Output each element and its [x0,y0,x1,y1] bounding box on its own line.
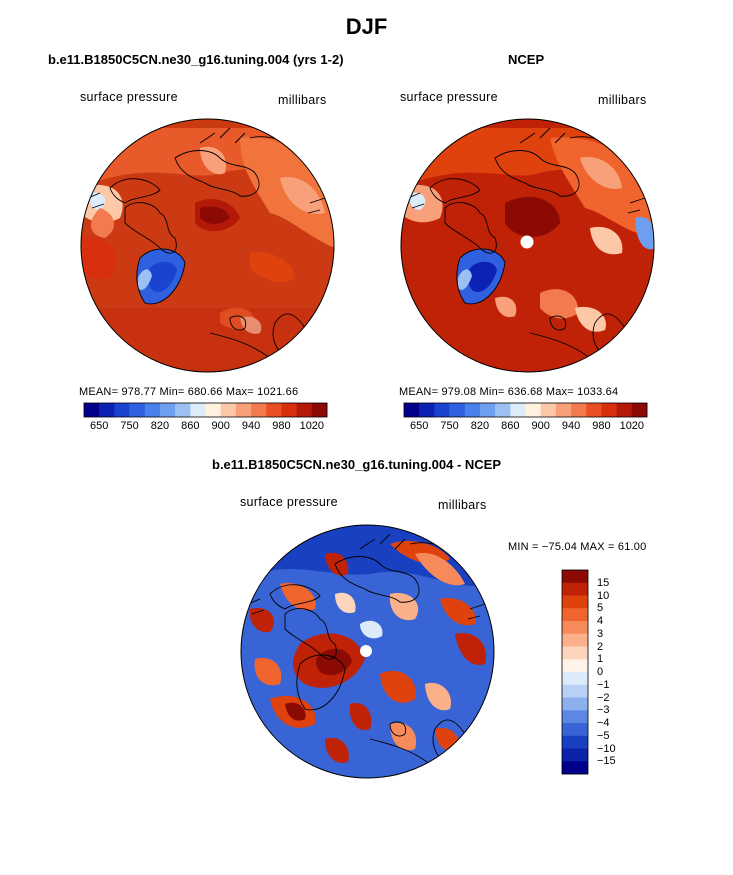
colorbar-tick-label: 900 [531,420,550,432]
colorbar-swatch [540,403,557,417]
colorbar-tick-label: 15 [597,576,610,589]
colorbar-swatch [159,403,176,417]
colorbar-tick-label: 5 [597,602,604,615]
panel3-units-label: millibars [438,498,487,512]
panel1-colorbar [83,402,328,418]
panel2-variable-label: surface pressure [400,90,498,104]
colorbar-swatch [296,403,313,417]
colorbar-swatch [464,403,481,417]
colorbar-swatch [562,646,588,660]
colorbar-swatch [562,748,588,762]
colorbar-tick-label: 0 [597,666,604,678]
panel2-title: NCEP [508,52,545,67]
colorbar-swatch [562,608,588,622]
colorbar-swatch [562,723,588,737]
colorbar-tick-label: 10 [597,589,610,602]
panel1-units-label: millibars [278,93,327,107]
colorbar-swatch [220,403,237,417]
panel3-title: b.e11.B1850C5CN.ne30_g16.tuning.004 - NC… [212,457,502,472]
colorbar-swatch [419,403,435,417]
colorbar-tick-label: 940 [561,420,581,432]
colorbar-tick-label: 940 [241,420,261,432]
panel2-colorbar [403,402,648,418]
colorbar-tick-label: 860 [181,420,200,432]
colorbar-swatch [266,403,282,417]
colorbar-swatch [404,403,420,417]
colorbar-tick-label: 980 [272,420,291,432]
colorbar-tick-label: 4 [597,615,604,627]
colorbar-swatch [562,659,588,673]
colorbar-tick-label: 820 [470,420,490,432]
panel1-title: b.e11.B1850C5CN.ne30_g16.tuning.004 (yrs… [48,52,344,67]
panel1-polar-map [80,118,335,373]
colorbar-swatch [235,403,252,417]
panel2-polar-map [400,118,655,373]
panel1-stats: MEAN= 978.77 Min= 680.66 Max= 1021.66 [79,386,299,398]
colorbar-tick-label: −10 [597,742,616,755]
colorbar-tick-label: −15 [597,755,616,768]
colorbar-swatch [479,403,496,417]
page-title: DJF [345,14,388,39]
colorbar-swatch [562,672,588,686]
colorbar-tick-label: −5 [597,729,610,742]
colorbar-swatch [562,621,588,635]
panel3-variable-label: surface pressure [240,495,338,509]
colorbar-swatch [251,403,267,417]
colorbar-swatch [616,403,633,417]
colorbar-swatch [571,403,587,417]
colorbar-swatch [562,595,588,609]
colorbar-tick-label: 1020 [619,420,645,432]
colorbar-tick-label: −1 [597,678,610,691]
panel3-stats: MIN = −75.04 MAX = 61.00 [508,541,647,553]
colorbar-swatch [311,403,328,417]
panel2-units-label: millibars [598,93,647,107]
colorbar-swatch [562,735,588,749]
colorbar-swatch [562,633,588,647]
colorbar-tick-label: 750 [120,420,139,432]
colorbar-swatch [175,403,191,417]
colorbar-swatch [586,403,602,417]
colorbar-swatch [144,403,161,417]
colorbar-swatch [495,403,511,417]
colorbar-tick-label: 1020 [299,420,325,432]
colorbar-swatch [555,403,572,417]
colorbar-tick-label: 2 [597,640,604,653]
colorbar-tick-label: 860 [501,420,520,432]
colorbar-swatch [562,697,588,711]
colorbar-swatch [631,403,648,417]
colorbar-swatch [99,403,115,417]
colorbar-tick-label: 650 [90,420,109,432]
colorbar-swatch [562,761,588,775]
colorbar-swatch [562,684,588,698]
panel3-colorbar [561,569,589,775]
colorbar-swatch [449,403,466,417]
colorbar-tick-label: 3 [597,627,604,640]
colorbar-swatch [562,570,588,584]
colorbar-tick-label: 650 [410,420,429,432]
colorbar-swatch [281,403,297,417]
colorbar-tick-label: 900 [211,420,230,432]
panel3-difference-map [240,524,495,779]
colorbar-swatch [562,582,588,596]
colorbar-swatch [434,403,450,417]
colorbar-tick-label: 750 [440,420,459,432]
colorbar-swatch [562,710,588,724]
colorbar-swatch [601,403,617,417]
colorbar-tick-label: −4 [597,717,610,729]
colorbar-swatch [114,403,130,417]
colorbar-tick-label: −2 [597,691,610,704]
panel1-variable-label: surface pressure [80,90,178,104]
colorbar-swatch [510,403,526,417]
colorbar-swatch [205,403,221,417]
colorbar-swatch [129,403,146,417]
colorbar-tick-label: 820 [150,420,170,432]
colorbar-swatch [84,403,100,417]
colorbar-swatch [525,403,541,417]
colorbar-tick-label: 980 [592,420,611,432]
colorbar-tick-label: −3 [597,704,610,717]
colorbar-swatch [190,403,206,417]
colorbar-tick-label: 1 [597,653,604,666]
panel2-stats: MEAN= 979.08 Min= 636.68 Max= 1033.64 [399,386,619,398]
